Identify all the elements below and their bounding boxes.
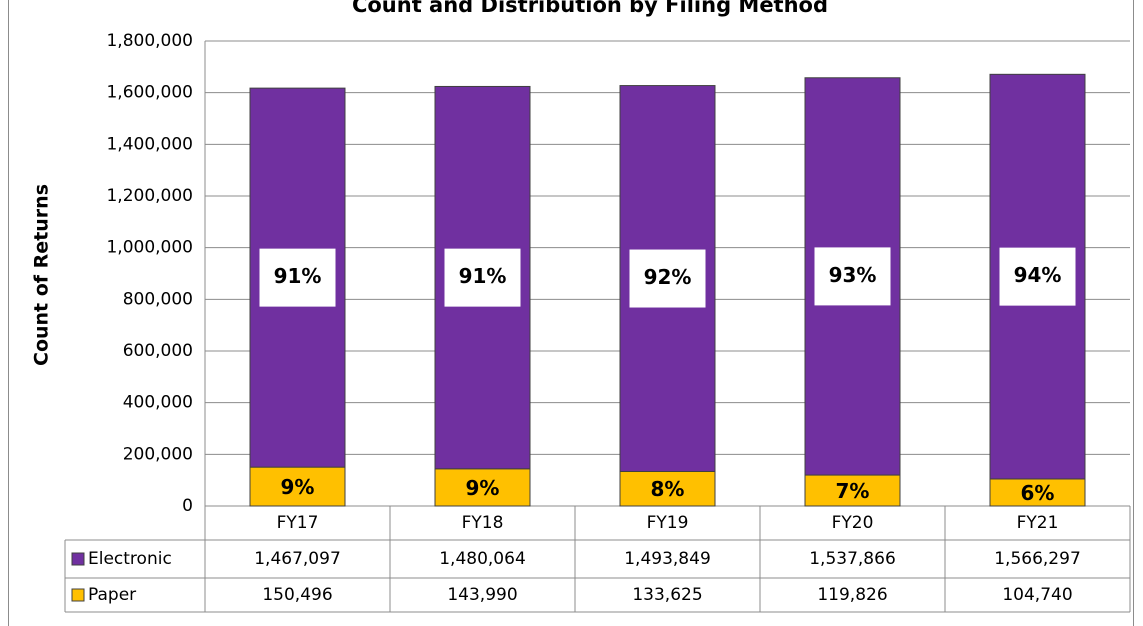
table-value: 1,480,064: [439, 549, 526, 569]
percent-label: 9%: [281, 475, 315, 499]
y-tick-label: 1,400,000: [106, 134, 193, 154]
table-value: 104,740: [1002, 585, 1072, 605]
label-box: [814, 247, 891, 306]
label-box: [259, 248, 336, 307]
x-tick-label: FY17: [277, 513, 319, 533]
y-tick-label: 600,000: [123, 341, 193, 361]
label-box: [629, 249, 706, 308]
label-box: [999, 247, 1076, 306]
percent-label: 8%: [651, 477, 685, 501]
x-tick-label: FY21: [1017, 513, 1059, 533]
bar-segment: [619, 470, 716, 507]
legend-swatch: [71, 552, 85, 566]
table-value: 143,990: [447, 585, 517, 605]
y-axis-label: Count of Returns: [31, 184, 53, 366]
label-box: [444, 248, 521, 307]
percent-label: 93%: [829, 263, 877, 287]
y-tick-label: 200,000: [123, 444, 193, 464]
table-value: 1,537,866: [809, 549, 896, 569]
legend-swatch: [71, 588, 85, 602]
bar-segment: [249, 466, 346, 507]
x-tick-label: FY18: [462, 513, 504, 533]
y-tick-label: 800,000: [123, 289, 193, 309]
legend-label: Electronic: [88, 549, 172, 569]
y-tick-label: 400,000: [123, 393, 193, 413]
percent-label: 92%: [644, 265, 692, 289]
bar-segment: [989, 478, 1086, 507]
x-tick-label: FY19: [647, 513, 689, 533]
y-tick-label: 1,200,000: [106, 186, 193, 206]
x-tick-label: FY20: [832, 513, 874, 533]
y-tick-label: 0: [182, 496, 193, 516]
chart-title: Count and Distribution by Filing Method: [352, 0, 828, 17]
percent-label: 94%: [1014, 263, 1062, 287]
table-value: 150,496: [262, 585, 332, 605]
table-value: 1,566,297: [994, 549, 1081, 569]
legend-label: Paper: [88, 585, 136, 605]
bar-segment: [804, 474, 901, 507]
table-value: 133,625: [632, 585, 702, 605]
table-value: 1,467,097: [254, 549, 341, 569]
percent-label: 7%: [836, 479, 870, 503]
percent-label: 91%: [274, 264, 322, 288]
percent-label: 6%: [1021, 481, 1055, 505]
table-value: 119,826: [817, 585, 887, 605]
percent-label: 91%: [459, 264, 507, 288]
chart-frame: [8, 0, 1134, 626]
bar-segment: [434, 468, 531, 507]
y-tick-label: 1,800,000: [106, 31, 193, 51]
percent-label: 9%: [466, 476, 500, 500]
table-value: 1,493,849: [624, 549, 711, 569]
y-tick-label: 1,600,000: [106, 83, 193, 103]
y-tick-label: 1,000,000: [106, 238, 193, 258]
